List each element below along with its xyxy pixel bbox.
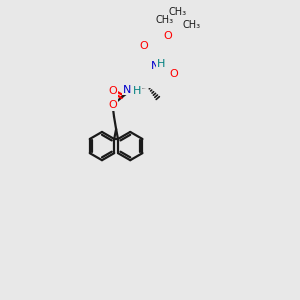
Text: CH₃: CH₃ — [183, 20, 201, 30]
Text: CH₃: CH₃ — [169, 7, 187, 17]
Text: O: O — [163, 31, 172, 41]
Text: N: N — [151, 61, 159, 71]
Text: CH₃: CH₃ — [156, 15, 174, 26]
Text: O: O — [139, 41, 148, 51]
Text: O: O — [169, 69, 178, 79]
Text: O: O — [108, 86, 117, 96]
Text: O: O — [108, 100, 117, 110]
Text: H: H — [133, 86, 142, 96]
Text: H: H — [156, 59, 165, 69]
Text: N: N — [123, 85, 132, 94]
